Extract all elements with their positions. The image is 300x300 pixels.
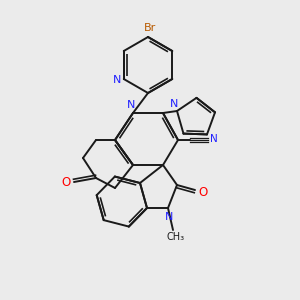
- Text: N: N: [210, 134, 218, 144]
- Text: O: O: [61, 176, 70, 190]
- Text: O: O: [198, 185, 208, 199]
- Text: N: N: [127, 100, 135, 110]
- Text: CH₃: CH₃: [167, 232, 185, 242]
- Text: Br: Br: [144, 23, 156, 33]
- Text: N: N: [112, 75, 121, 85]
- Text: N: N: [170, 99, 178, 109]
- Text: N: N: [165, 212, 173, 222]
